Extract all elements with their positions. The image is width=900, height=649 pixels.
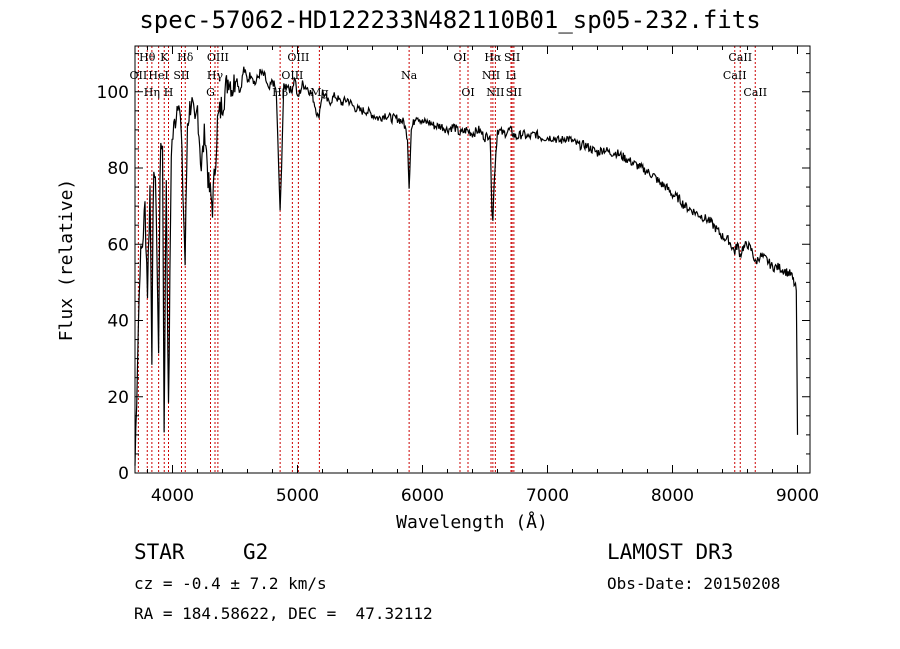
- line-label: CaII: [723, 69, 747, 82]
- subclass: G2: [243, 540, 269, 564]
- x-tick-label: 6000: [401, 486, 444, 506]
- plot-frame: [134, 45, 811, 474]
- line-label: OII: [130, 69, 148, 82]
- line-label: K: [160, 51, 169, 64]
- line-label: OI: [453, 51, 466, 64]
- line-label: OIII: [287, 51, 309, 64]
- object-type: STAR: [134, 540, 185, 564]
- line-label: HeI: [148, 69, 168, 82]
- x-tick-label: 8000: [651, 486, 694, 506]
- spectrum-line: [134, 66, 799, 466]
- line-markers: [137, 46, 756, 473]
- obs-date: Obs-Date: 20150208: [607, 574, 781, 593]
- line-label: OIII: [207, 51, 229, 64]
- y-tick-label: 20: [107, 388, 129, 408]
- line-label: SII: [504, 51, 520, 64]
- x-axis-label: Wavelength (Å): [396, 511, 548, 533]
- y-ticks: 0 20 40 60 80 100: [97, 53, 810, 484]
- x-tick-label: 7000: [526, 486, 569, 506]
- line-label: SII: [173, 69, 189, 82]
- line-label: NII: [486, 86, 504, 99]
- line-label: CaII: [743, 86, 767, 99]
- line-label: Hθ: [139, 51, 156, 64]
- line-label: Hγ: [207, 69, 224, 82]
- x-tick-label: 4000: [151, 486, 194, 506]
- line-label: OIII: [281, 69, 303, 82]
- line-label: SII: [506, 86, 522, 99]
- y-tick-label: 40: [107, 312, 129, 332]
- y-tick-label: 0: [118, 464, 129, 484]
- y-tick-label: 100: [97, 83, 129, 103]
- line-label: Hη: [144, 86, 160, 99]
- line-label: OI: [461, 86, 474, 99]
- y-axis-label: Flux (relative): [56, 179, 77, 342]
- y-tick-label: 60: [107, 235, 129, 255]
- x-tick-label: 5000: [276, 486, 319, 506]
- chart-title: spec-57062-HD122233N482110B01_sp05-232.f…: [139, 6, 761, 34]
- line-label: H: [164, 86, 174, 99]
- line-label: G: [206, 86, 215, 99]
- line-label: Li: [506, 69, 517, 82]
- line-label: Na: [401, 69, 418, 82]
- x-tick-label: 9000: [776, 486, 819, 506]
- line-label: NII: [482, 69, 500, 82]
- line-label: Hα: [484, 51, 502, 64]
- line-label: Hδ: [177, 51, 194, 64]
- coordinates: RA = 184.58622, DEC = 47.32112: [134, 604, 433, 623]
- survey-name: LAMOST DR3: [607, 540, 734, 564]
- redshift-cz: cz = -0.4 ± 7.2 km/s: [134, 574, 327, 593]
- line-label: CaII: [728, 51, 752, 64]
- x-ticks: 4000 5000 6000 7000 8000 9000: [147, 46, 819, 506]
- y-tick-label: 80: [107, 159, 129, 179]
